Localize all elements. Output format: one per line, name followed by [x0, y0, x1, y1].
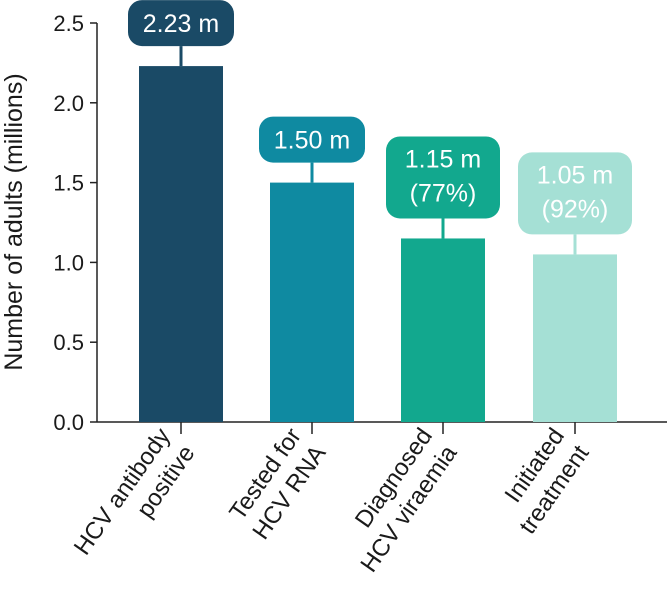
- data-label: (92%): [542, 195, 609, 223]
- data-label: 2.23 m: [143, 10, 219, 38]
- bar: [270, 182, 354, 422]
- y-axis-title: Number of adults (millions): [0, 73, 28, 370]
- data-label: 1.50 m: [274, 127, 350, 155]
- data-label-bubble: [386, 136, 500, 219]
- data-labels: 2.23 m 1.50 m 1.15 m (77%) 1.05 m (92%): [128, 0, 632, 255]
- data-label-bubble: [128, 0, 234, 47]
- y-tick-label: 0.5: [53, 330, 84, 355]
- y-axis: 0.0 0.5 1.0 1.5 2.0 2.5: [53, 11, 98, 435]
- y-tick-label: 1.5: [53, 171, 84, 196]
- data-label: 1.15 m: [405, 145, 481, 173]
- bar: [139, 66, 223, 422]
- bar: [533, 254, 617, 422]
- x-axis: [97, 421, 667, 434]
- data-label-bubble: [259, 116, 365, 163]
- bars: [139, 66, 617, 422]
- y-tick-label: 2.0: [53, 91, 84, 116]
- y-tick-label: 2.5: [53, 11, 84, 36]
- data-label: 1.05 m: [537, 161, 613, 189]
- y-tick-label: 0.0: [53, 410, 84, 435]
- data-label: (77%): [410, 179, 477, 207]
- data-label-bubble: [518, 152, 632, 235]
- y-tick-label: 1.0: [53, 250, 84, 275]
- bar: [401, 238, 485, 422]
